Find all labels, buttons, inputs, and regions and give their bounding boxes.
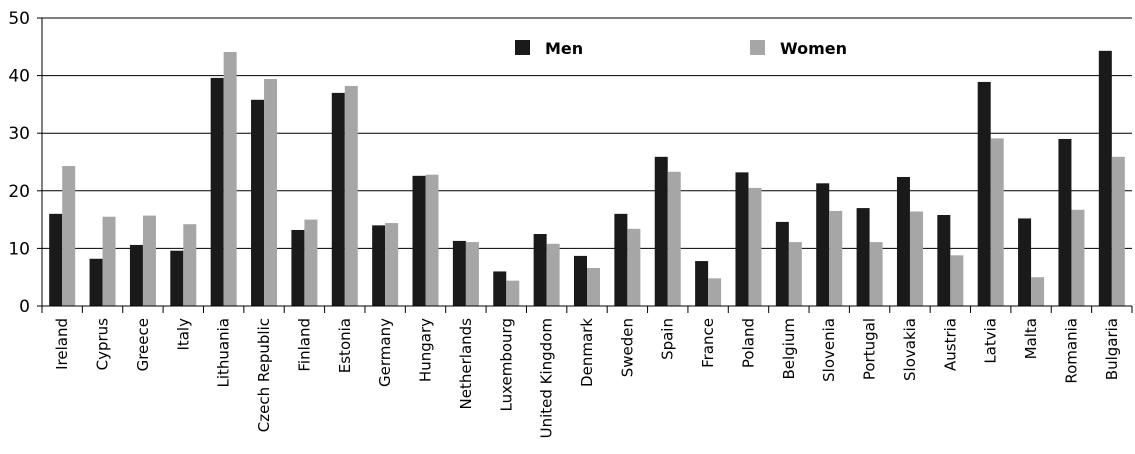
bar-men-czech-republic (251, 99, 265, 307)
bar-women-luxembourg (506, 280, 520, 306)
x-tick-label: Slovakia (901, 318, 919, 381)
x-tick-label: Bulgaria (1103, 318, 1121, 380)
bar-men-lithuania (210, 77, 224, 307)
bars (49, 50, 1125, 307)
x-tick-label: United Kingdom (538, 318, 556, 438)
bar-men-germany (372, 225, 386, 306)
bar-women-latvia (990, 138, 1004, 306)
bar-men-netherlands (452, 240, 466, 306)
x-tick-label: Germany (376, 318, 394, 387)
bar-men-italy (170, 250, 184, 306)
bar-women-romania (1071, 209, 1085, 306)
bar-men-finland (291, 229, 305, 306)
bar-men-romania (1058, 138, 1072, 306)
x-tick-label: Finland (295, 318, 313, 372)
legend: Men Women (515, 39, 847, 58)
bar-men-belgium (775, 221, 789, 306)
bar-women-france (708, 278, 722, 306)
bar-women-sweden (627, 228, 641, 306)
x-tick-label: Portugal (861, 318, 879, 380)
bar-women-portugal (869, 242, 883, 306)
bar-women-malta (1031, 277, 1045, 306)
x-tick-label: Ireland (53, 318, 71, 370)
bar-men-ireland (49, 213, 63, 306)
bar-men-luxembourg (493, 271, 507, 306)
bar-men-denmark (574, 255, 587, 306)
y-tick-label: 30 (8, 124, 30, 144)
y-tick-label: 0 (19, 297, 30, 317)
y-tick-label: 50 (8, 9, 30, 29)
x-tick-label: Greece (134, 318, 152, 371)
bar-women-slovakia (909, 211, 923, 306)
bar-men-slovenia (816, 183, 830, 306)
bar-women-greece (142, 215, 156, 306)
bar-women-estonia (344, 85, 358, 306)
y-tick-label: 10 (8, 239, 30, 259)
bar-women-finland (304, 219, 318, 306)
bar-men-estonia (331, 92, 345, 306)
bar-men-latvia (977, 81, 991, 306)
legend-swatch-women (750, 40, 765, 55)
x-tick-label: Poland (739, 318, 757, 368)
x-tick-label: Netherlands (457, 318, 475, 410)
x-tick-label: Slovenia (820, 318, 838, 382)
bar-women-ireland (62, 166, 76, 306)
x-tick-label: Latvia (982, 318, 1000, 364)
bar-men-united-kingdom (533, 234, 547, 306)
legend-swatch-men (515, 40, 530, 55)
bar-men-sweden (614, 213, 628, 306)
x-tick-label: Czech Republic (255, 318, 273, 432)
bar-men-spain (654, 156, 668, 306)
bar-women-czech-republic (264, 79, 278, 306)
x-tick-label: Austria (941, 318, 959, 371)
x-tick-labels: Ireland Cyprus Greece Italy Lithuania Czech R… (53, 318, 1121, 439)
bar-men-greece (129, 244, 143, 306)
axes (37, 17, 1133, 313)
x-tick-label: Sweden (618, 318, 636, 377)
bar-men-austria (937, 214, 951, 306)
bar-women-bulgaria (1111, 156, 1125, 306)
bar-women-cyprus (102, 216, 116, 306)
x-tick-label: Hungary (417, 318, 435, 382)
bar-women-lithuania (223, 51, 237, 306)
bar-women-spain (667, 171, 681, 306)
legend-label-men: Men (545, 39, 583, 58)
legend-label-women: Women (780, 39, 847, 58)
bar-women-belgium (788, 242, 802, 306)
x-tick-label: Denmark (578, 318, 596, 387)
bar-women-united-kingdom (546, 243, 560, 306)
x-tick-label: Malta (1022, 318, 1040, 359)
x-tick-label: Spain (659, 318, 677, 360)
bar-men-france (695, 261, 709, 306)
bar-men-poland (735, 172, 749, 306)
x-tick-label: France (699, 318, 717, 368)
bar-women-hungary (425, 174, 439, 306)
x-tick-label: Belgium (780, 318, 798, 380)
bar-women-germany (385, 223, 399, 306)
y-tick-label: 40 (8, 67, 30, 87)
bar-men-hungary (412, 175, 426, 306)
x-tick-label: Estonia (336, 318, 354, 373)
x-tick-label: Lithuania (215, 318, 233, 387)
x-tick-label: Romania (1062, 318, 1080, 384)
bar-men-malta (1018, 218, 1032, 306)
x-tick-label: Cyprus (94, 318, 112, 371)
bar-men-portugal (856, 208, 870, 306)
bar-women-austria (950, 255, 964, 306)
bar-women-poland (748, 187, 762, 306)
y-tick-labels: 0 10 20 30 40 50 (8, 9, 30, 317)
bar-men-slovakia (896, 176, 910, 306)
gridlines (42, 17, 1132, 249)
bar-women-slovenia (829, 210, 843, 306)
y-tick-label: 20 (8, 182, 30, 202)
x-tick-label: Luxembourg (497, 318, 515, 412)
x-tick-label: Italy (174, 318, 192, 351)
bar-men-cyprus (89, 258, 103, 306)
bar-women-denmark (587, 267, 600, 306)
bar-men-bulgaria (1098, 50, 1112, 306)
bar-women-netherlands (465, 242, 479, 306)
bar-women-italy (183, 224, 197, 306)
